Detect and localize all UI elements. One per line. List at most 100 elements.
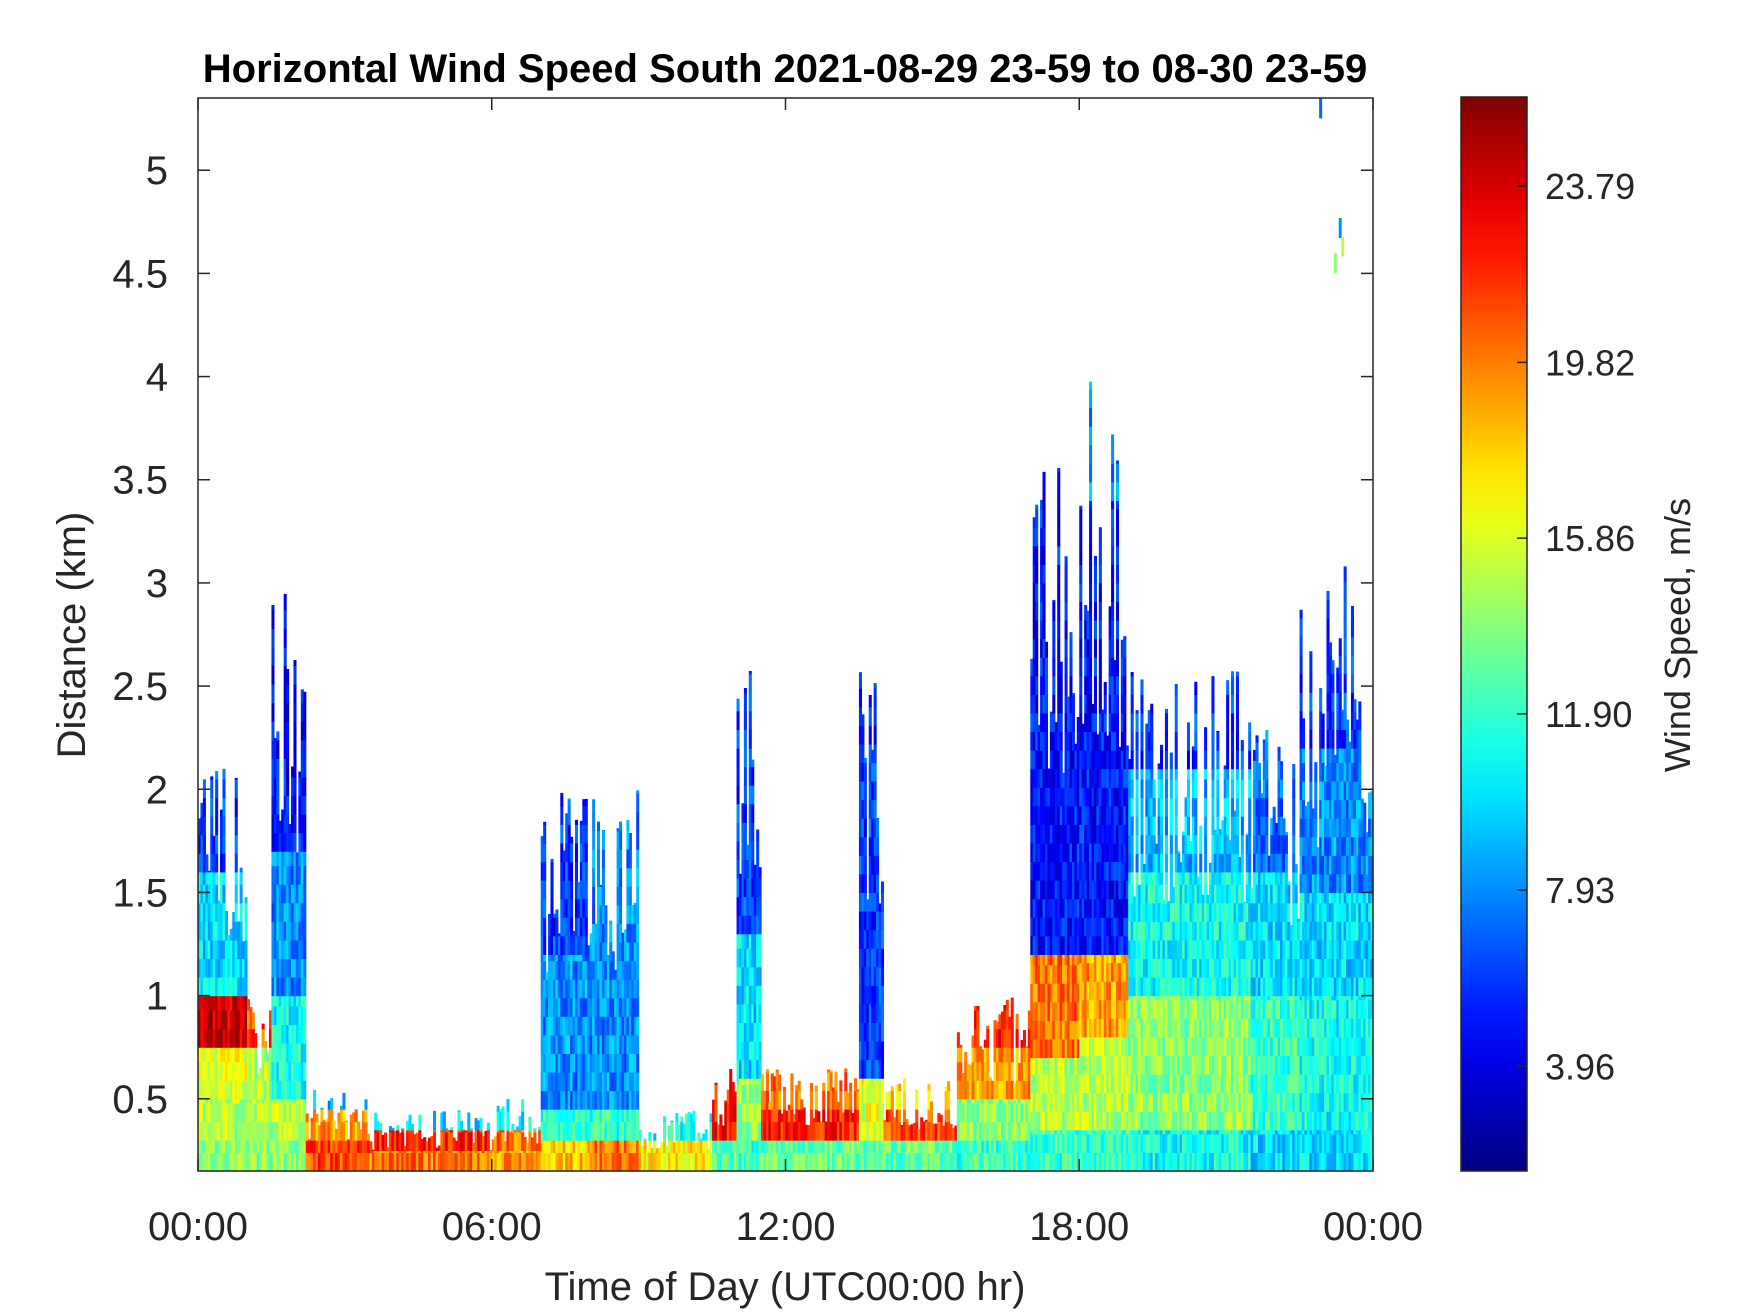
heatmap-cell: [1120, 639, 1124, 658]
heatmap-cell: [991, 1080, 995, 1100]
heatmap-cell: [1086, 1055, 1090, 1075]
heatmap-cell: [1047, 787, 1051, 807]
heatmap-cell: [1086, 638, 1090, 658]
heatmap-cell: [518, 1116, 522, 1131]
heatmap-cell: [719, 1121, 723, 1141]
heatmap-cell: [1130, 675, 1134, 695]
heatmap-cell: [687, 1121, 691, 1141]
heatmap-cell: [1182, 1092, 1186, 1112]
heatmap-cell: [202, 884, 206, 904]
heatmap-cell: [1169, 797, 1173, 817]
heatmap-cell: [1059, 954, 1063, 966]
heatmap-cell: [780, 1152, 784, 1172]
heatmap-cell: [555, 1034, 559, 1054]
heatmap-cell: [885, 1140, 889, 1154]
heatmap-cell: [313, 1152, 317, 1172]
heatmap-cell: [604, 1016, 608, 1036]
heatmap-cell: [861, 985, 865, 1005]
heatmap-cell: [592, 1016, 596, 1036]
heatmap-cell: [1037, 1092, 1041, 1112]
heatmap-cell: [1098, 527, 1102, 547]
heatmap-cell: [1064, 712, 1068, 733]
heatmap-cell: [743, 1003, 747, 1024]
heatmap-cell: [878, 1041, 882, 1061]
heatmap-cell: [1157, 816, 1161, 836]
heatmap-cell: [878, 1059, 882, 1079]
heatmap-cell: [1091, 954, 1095, 964]
heatmap-cell: [1186, 977, 1191, 997]
heatmap-cell: [763, 1109, 767, 1123]
heatmap-cell: [266, 1152, 270, 1172]
heatmap-cell: [751, 840, 755, 861]
heatmap-cell: [1071, 1020, 1075, 1040]
heatmap-cell: [1042, 935, 1046, 955]
heatmap-cell: [1091, 1036, 1095, 1057]
heatmap-cell: [452, 1152, 456, 1172]
heatmap-cell: [819, 1140, 823, 1154]
heatmap-cell: [1098, 638, 1102, 658]
heatmap-cell: [592, 904, 596, 924]
heatmap-cell: [205, 977, 209, 997]
heatmap-cell: [1044, 750, 1049, 770]
heatmap-cell: [1142, 958, 1146, 978]
heatmap-cell: [1067, 1020, 1071, 1040]
heatmap-cell: [592, 1152, 596, 1172]
heatmap-cell: [530, 1150, 534, 1154]
heatmap-cell: [1071, 842, 1075, 863]
heatmap-cell: [1162, 958, 1166, 978]
heatmap-cell: [1098, 1018, 1102, 1038]
heatmap-cell: [1189, 995, 1193, 1001]
heatmap-cell: [1064, 983, 1068, 1003]
heatmap-cell: [572, 954, 576, 962]
heatmap-cell: [1079, 731, 1083, 751]
heatmap-cell: [1189, 902, 1193, 922]
heatmap-cell: [1052, 1111, 1056, 1131]
heatmap-cell: [462, 1129, 466, 1131]
heatmap-cell: [616, 1053, 620, 1073]
heatmap-cell: [342, 1121, 346, 1141]
heatmap-cell: [736, 1041, 740, 1061]
heatmap-cell: [863, 966, 867, 986]
heatmap-cell: [829, 1109, 833, 1123]
heatmap-cell: [594, 1090, 598, 1110]
heatmap-cell: [278, 902, 282, 922]
heatmap-cell: [890, 1121, 894, 1141]
heatmap-cell: [1113, 675, 1117, 695]
heatmap-cell: [1069, 935, 1073, 955]
heatmap-cell: [1123, 1133, 1127, 1154]
heatmap-cell: [836, 1109, 840, 1123]
heatmap-cell: [1191, 1133, 1195, 1154]
heatmap-cell: [885, 1121, 889, 1141]
heatmap-cell: [298, 939, 302, 960]
heatmap-cell: [393, 1131, 397, 1151]
heatmap-cell: [410, 1129, 415, 1133]
heatmap-cell: [244, 1140, 248, 1154]
heatmap-cell: [966, 1098, 970, 1104]
heatmap-cell: [1081, 1055, 1085, 1075]
heatmap-cell: [1169, 1133, 1173, 1154]
heatmap-cell: [1003, 1102, 1007, 1123]
heatmap-cell: [435, 1150, 439, 1154]
heatmap-cell: [486, 1129, 490, 1133]
heatmap-cell: [1174, 731, 1178, 751]
heatmap-cell: [1069, 1111, 1073, 1131]
heatmap-cell: [873, 1078, 877, 1085]
heatmap-cell: [880, 1078, 885, 1085]
heatmap-cell: [954, 1140, 958, 1154]
heatmap-cell: [741, 1041, 745, 1061]
heatmap-cell: [1000, 1102, 1004, 1123]
heatmap-cell: [978, 1098, 982, 1104]
heatmap-cell: [1155, 1133, 1159, 1154]
heatmap-cell: [589, 1140, 593, 1154]
heatmap-cell: [486, 1152, 490, 1172]
heatmap-cell: [570, 1140, 574, 1154]
heatmap-cell: [286, 1098, 290, 1104]
heatmap-cell: [996, 1098, 1000, 1104]
heatmap-cell: [748, 785, 752, 805]
heatmap-cell: [1000, 1047, 1004, 1063]
heatmap-cell: [1191, 1111, 1195, 1131]
heatmap-cell: [1140, 1111, 1144, 1131]
heatmap-cell: [1123, 805, 1127, 825]
heatmap-cell: [271, 814, 275, 834]
heatmap-cell: [276, 1043, 280, 1063]
